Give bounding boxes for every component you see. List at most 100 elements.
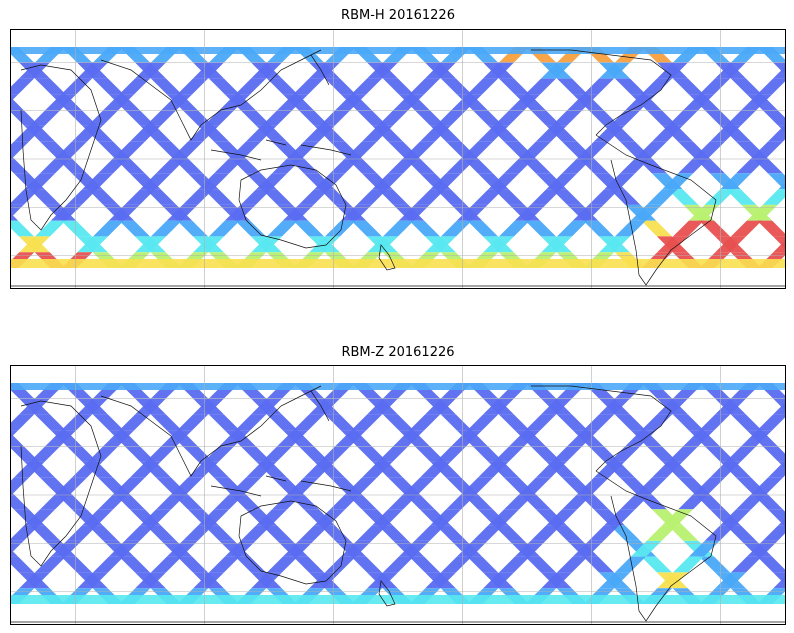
top-map-swath-segment <box>773 62 785 75</box>
bottom-map-swath-segment <box>752 477 783 494</box>
bottom-map-swath-segment <box>425 398 457 415</box>
top-map-swath-segment <box>725 110 757 126</box>
top-map-swath-segment <box>688 204 720 221</box>
top-map-swath-segment <box>778 125 785 133</box>
top-map-swath-segment <box>667 189 699 205</box>
bottom-map-swath-segment <box>351 414 382 431</box>
bottom-map-swath-segment <box>472 446 504 462</box>
top-map-swath-segment <box>578 141 609 158</box>
bottom-map-swath-segment <box>715 572 747 589</box>
top-map-swath-segment <box>108 204 140 221</box>
bottom-map-coastline <box>210 475 352 497</box>
top-map-swath-segment <box>599 236 631 253</box>
bottom-map-swath-segment <box>209 556 240 573</box>
bottom-map-swath-segment <box>456 540 488 557</box>
bottom-map-swath-segment <box>193 572 225 589</box>
top-map-swath-segment <box>82 173 114 190</box>
bottom-map-swath-segment <box>673 556 704 573</box>
top-map-swath-segment <box>630 204 662 221</box>
bottom-map-swath-segment <box>145 525 177 541</box>
top-map-swath-segment <box>557 78 588 95</box>
bottom-map-swath-segment <box>483 398 515 415</box>
bottom-map-swath-segment <box>514 430 546 447</box>
bottom-map-swath-segment <box>340 430 372 447</box>
top-map-swath-segment <box>493 189 525 205</box>
top-map-canvas <box>11 30 785 288</box>
bottom-map-swath-segment <box>520 477 551 494</box>
top-map-swath-segment <box>93 78 124 95</box>
bottom-map-swath-segment <box>383 414 414 431</box>
bottom-map-swath-segment <box>330 493 361 510</box>
bottom-map-swath-segment <box>762 446 785 462</box>
bottom-map-swath-segment <box>425 572 457 589</box>
top-map-swath-segment <box>773 240 785 253</box>
bottom-map-swath-segment <box>557 556 588 573</box>
bottom-map-swath-segment <box>720 509 752 526</box>
bottom-map-coastline <box>100 385 322 477</box>
bottom-map-coastline <box>531 385 672 472</box>
top-map-bottom-edge-band <box>11 259 785 268</box>
bottom-map-swath-segment <box>288 477 319 494</box>
bottom-map-top-edge-band <box>11 383 785 390</box>
top-map-swath-segment <box>514 94 546 111</box>
top-map-swath-segment <box>11 157 29 174</box>
bottom-map-swath-segment <box>251 398 283 415</box>
top-map-swath-segment <box>11 78 34 95</box>
bottom-map-swath-segment <box>667 525 699 541</box>
top-map-swath-segment <box>356 189 388 205</box>
top-map-swath-segment <box>330 157 361 174</box>
bottom-map-swath-segment <box>767 461 785 478</box>
top-map-swath-segment <box>383 78 414 95</box>
top-map-swath-segment <box>456 94 488 111</box>
bottom-map-swath-segment <box>388 493 419 510</box>
bottom-map-swath-segment <box>114 477 145 494</box>
top-map-swath-segment <box>546 173 578 190</box>
bottom-map-swath-segment <box>40 493 71 510</box>
top-map-swath-layer <box>11 47 785 268</box>
bottom-map-swath-segment <box>572 430 604 447</box>
top-map-swath-segment <box>119 78 150 95</box>
top-map-swath-segment <box>351 78 382 95</box>
bottom-map-swath-segment <box>488 461 520 478</box>
top-map-swath-segment <box>11 189 40 205</box>
bottom-map-swath-segment <box>11 430 19 438</box>
top-map-swath-segment <box>504 157 535 174</box>
top-map-swath-segment <box>562 157 593 174</box>
bottom-map-swath-segment <box>694 477 725 494</box>
top-map-swath-segment <box>11 110 40 126</box>
bottom-map-swath-segment <box>514 540 546 557</box>
top-map-swath-segment <box>177 220 208 237</box>
bottom-map-swath-segment <box>309 398 341 415</box>
bottom-map-swath-segment <box>61 414 92 431</box>
bottom-map-swath-segment <box>309 572 341 589</box>
top-map-swath-segment <box>551 110 583 126</box>
bottom-map-swath-segment <box>414 446 446 462</box>
top-map-swath-segment <box>551 189 583 205</box>
top-map-swath-segment <box>657 62 689 79</box>
top-map-swath-segment <box>309 62 341 79</box>
top-map-coastline <box>310 54 330 86</box>
bottom-map-swath-segment <box>124 446 156 462</box>
bottom-map-gridlines <box>11 366 785 624</box>
top-map-swath-segment <box>11 220 34 237</box>
top-map-swath-segment <box>124 189 156 205</box>
top-map-swath-segment <box>604 125 636 142</box>
top-map-swath-segment <box>630 94 662 111</box>
bottom-map-swath-segment <box>340 540 372 557</box>
top-map-swath-segment <box>609 189 641 205</box>
bottom-map-coastline <box>310 390 330 422</box>
top-map-swath-segment <box>398 204 430 221</box>
top-map-swath-segment <box>620 157 651 174</box>
top-map-swath-segment <box>24 173 56 190</box>
top-map-swath-segment <box>240 189 272 205</box>
top-map-swath-segment <box>525 78 556 95</box>
top-map-swath-segment <box>583 78 614 95</box>
top-map-swath-segment <box>114 141 145 158</box>
bottom-map-swath-segment <box>261 525 293 541</box>
bottom-map-swath-segment <box>662 509 694 526</box>
bottom-map-swath-segment <box>725 446 757 462</box>
top-map-swath-segment <box>377 110 409 126</box>
top-map-swath-segment <box>11 141 29 158</box>
top-map-swath-segment <box>704 110 736 126</box>
top-map-swath-segment <box>193 62 225 79</box>
